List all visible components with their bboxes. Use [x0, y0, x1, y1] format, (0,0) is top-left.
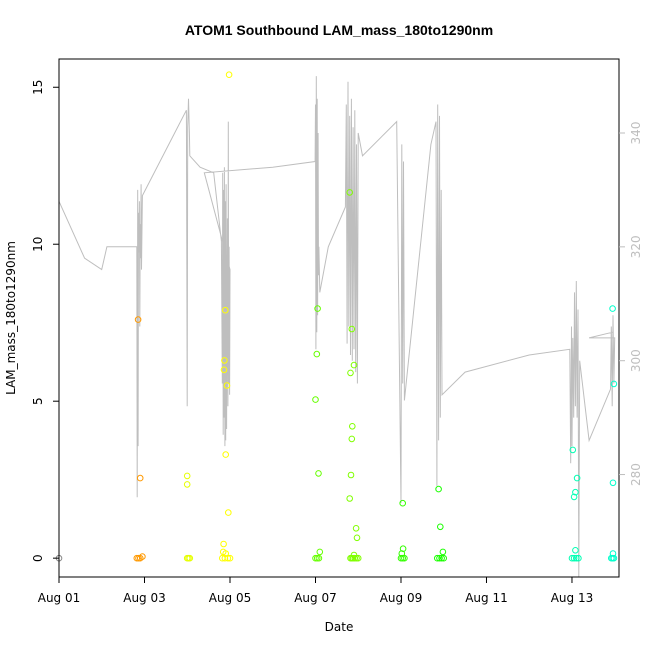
y-tick-label: 10 [31, 237, 45, 252]
data-point [350, 551, 358, 559]
data-point [353, 534, 361, 542]
x-tick-label: Aug 07 [294, 591, 337, 605]
data-point [139, 553, 146, 560]
y-tick-label: 15 [31, 80, 45, 95]
chart-title: ATOM1 Southbound LAM_mass_180to1290nm [185, 22, 493, 38]
data-point [183, 472, 191, 480]
data-point [315, 470, 322, 477]
data-point [438, 554, 445, 562]
secondary-series-line [58, 76, 616, 578]
data-point [222, 451, 229, 458]
x-tick-label: Aug 13 [551, 591, 594, 605]
data-point [398, 550, 406, 557]
data-point [440, 554, 448, 562]
data-point [348, 435, 356, 443]
data-point [439, 548, 447, 556]
data-point [570, 554, 578, 562]
data-point [348, 325, 356, 333]
data-point [220, 366, 228, 374]
data-point [346, 189, 354, 196]
points-layer [55, 71, 618, 562]
data-point [434, 554, 441, 562]
data-point [220, 540, 227, 548]
data-point [223, 382, 231, 389]
data-point [572, 547, 579, 554]
y2-tick-label: 280 [629, 463, 643, 486]
data-point [347, 471, 355, 479]
data-point [313, 350, 321, 358]
data-point [573, 474, 581, 482]
data-point [350, 361, 358, 369]
data-point [570, 493, 578, 501]
data-point [352, 525, 360, 532]
data-point [569, 446, 577, 454]
x-axis: Aug 01 Aug 03 Aug 05 Aug 07 Aug 09 Aug 11 Aug … [38, 577, 593, 605]
data-point [573, 554, 580, 562]
data-point [575, 554, 582, 562]
data-point [222, 306, 229, 314]
data-point [436, 554, 443, 562]
data-point [609, 479, 617, 487]
y2-tick-label: 300 [629, 349, 643, 372]
y-axis: 0 5 10 15 [31, 80, 59, 562]
data-point [225, 509, 232, 516]
x-tick-label: Aug 01 [38, 591, 81, 605]
x-axis-label: Date [325, 620, 354, 634]
data-point [609, 550, 617, 557]
data-point [314, 305, 321, 312]
data-point [347, 369, 354, 377]
data-point [609, 305, 616, 312]
data-point [315, 554, 323, 562]
data-point [354, 554, 362, 562]
data-point [610, 554, 618, 562]
plot-frame [58, 58, 620, 578]
data-point [610, 380, 618, 388]
data-point [399, 545, 407, 553]
x-tick-label: Aug 05 [209, 591, 252, 605]
secondary-series-layer [58, 76, 616, 578]
data-point [349, 423, 356, 430]
data-point [222, 550, 229, 557]
y-tick-label: 0 [31, 554, 45, 562]
data-point [435, 485, 442, 493]
data-point [183, 481, 191, 488]
data-point [572, 488, 579, 496]
data-point [568, 554, 576, 562]
data-point [346, 495, 354, 502]
data-point [226, 554, 234, 562]
y2-tick-label: 320 [629, 235, 643, 258]
y2-tick-label: 340 [629, 122, 643, 145]
data-point [136, 474, 144, 482]
data-point [225, 71, 233, 78]
y-tick-label: 5 [31, 397, 45, 405]
y-axis-label: LAM_mass_180to1290nm [4, 241, 18, 395]
data-point [399, 499, 407, 507]
data-point [221, 357, 228, 364]
x-tick-label: Aug 11 [465, 591, 508, 605]
data-point [186, 554, 194, 562]
data-point [316, 548, 324, 556]
data-point [312, 396, 319, 403]
data-point [437, 523, 444, 531]
x-tick-label: Aug 09 [380, 591, 423, 605]
x-tick-label: Aug 03 [123, 591, 166, 605]
y-axis-right: 280 300 320 340 [619, 122, 643, 486]
data-point [134, 316, 142, 323]
